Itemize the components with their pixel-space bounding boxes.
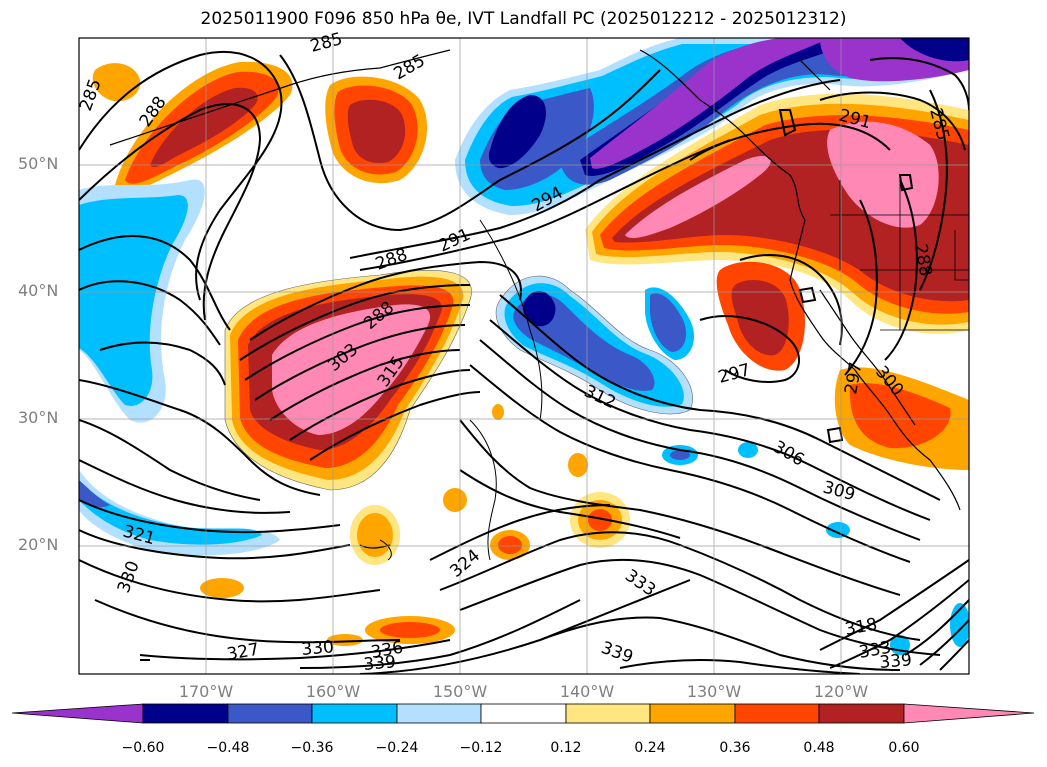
theta-e-contours [79, 50, 969, 674]
colorbar-segment [649, 703, 736, 724]
graticule [79, 38, 969, 674]
colorbar-tick-label: 0.36 [719, 740, 751, 756]
contour-label: 330 [301, 637, 335, 660]
lat-label: 50°N [18, 154, 59, 173]
colorbar-segment [311, 703, 398, 724]
contour-label: 339 [363, 652, 397, 675]
colorbar [11, 703, 1035, 724]
colorbar-tick-label: −0.36 [290, 740, 334, 756]
positive-blob-northwest [92, 61, 428, 192]
colorbar-tick-label: −0.12 [459, 740, 503, 756]
coastlines [109, 49, 961, 549]
lon-label: 130°W [686, 682, 742, 701]
contour-label: 339 [879, 650, 913, 673]
colorbar-segment [142, 703, 229, 724]
lon-label: 150°W [432, 682, 488, 701]
colorbar-tick-label: 0.12 [550, 740, 582, 756]
lon-label: 170°W [178, 682, 234, 701]
lon-label: 160°W [305, 682, 361, 701]
colorbar-tick-label: 0.60 [888, 740, 920, 756]
plot-frame [78, 37, 970, 675]
thin-contours [379, 219, 543, 561]
colorbar-segment [480, 703, 567, 724]
colorbar-tick-label: −0.60 [121, 740, 165, 756]
borders [830, 180, 969, 331]
colorbar-tick-label: −0.24 [375, 740, 419, 756]
colorbar-extend-high [903, 703, 1035, 724]
colorbar-segment [818, 703, 905, 724]
lon-label: 120°W [813, 682, 869, 701]
lat-label: 40°N [18, 281, 59, 300]
colorbar-extend-low [11, 703, 144, 724]
lat-label: 20°N [18, 535, 59, 554]
colorbar-segment [227, 703, 313, 724]
colorbar-tick-label: 0.24 [634, 740, 666, 756]
map-title: 2025011900 F096 850 hPa θe, IVT Landfall… [200, 9, 847, 29]
lon-label: 140°W [559, 682, 615, 701]
ivt-shading [79, 38, 969, 674]
colorbar-segment [565, 703, 651, 724]
colorbar-tick-label: −0.48 [206, 740, 250, 756]
colorbar-segment [396, 703, 482, 724]
colorbar-segment [734, 703, 820, 724]
shading-outlines [224, 270, 693, 491]
lat-label: 30°N [18, 408, 59, 427]
colorbar-tick-label: 0.48 [803, 740, 835, 756]
